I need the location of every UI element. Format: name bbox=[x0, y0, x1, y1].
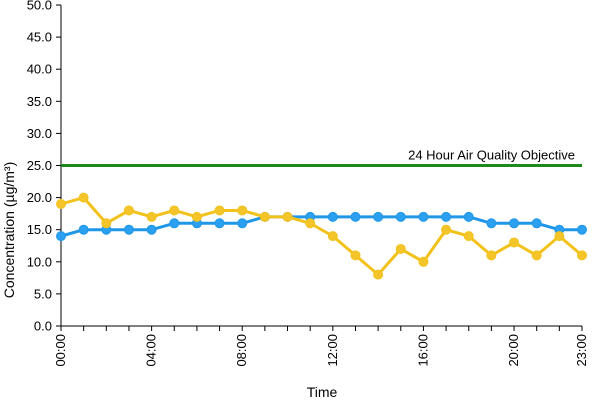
series-2-point bbox=[146, 211, 157, 222]
y-tick-label: 30.0 bbox=[27, 126, 52, 141]
y-tick-label: 0.0 bbox=[34, 319, 52, 334]
reference-line-group: 24 Hour Air Quality Objective bbox=[61, 148, 582, 167]
x-tick-label: 12:00 bbox=[325, 334, 340, 367]
series-2-point bbox=[463, 231, 474, 242]
series-2-point bbox=[214, 205, 225, 216]
series-2-point bbox=[509, 237, 520, 248]
series-2-point bbox=[191, 211, 202, 222]
series-2-point bbox=[123, 205, 134, 216]
series-2-point bbox=[101, 218, 112, 229]
series-2-point bbox=[554, 231, 565, 242]
y-axis: 0.0 5.0 10.0 15.0 20.0 25.0 30.0 35.0 40.0 45.0 50… bbox=[27, 0, 62, 334]
series-2-point bbox=[282, 211, 293, 222]
series-2-point bbox=[327, 231, 338, 242]
series-2-point bbox=[78, 192, 89, 203]
y-tick-label: 15.0 bbox=[27, 222, 52, 237]
x-tick-label: 08:00 bbox=[234, 334, 249, 367]
y-tick-label: 10.0 bbox=[27, 254, 52, 269]
series-1-point bbox=[577, 224, 587, 235]
series-1-point bbox=[123, 224, 134, 235]
series-2-point bbox=[531, 250, 542, 261]
series-2-point bbox=[259, 211, 270, 222]
x-tick-label: 16:00 bbox=[415, 334, 430, 367]
series-1-point bbox=[56, 231, 66, 242]
series-2-point bbox=[418, 256, 429, 267]
series-2-point bbox=[305, 218, 316, 229]
series-1-point bbox=[146, 224, 157, 235]
series-group bbox=[56, 192, 587, 280]
series-2 bbox=[56, 192, 587, 280]
series-2-point bbox=[577, 250, 587, 261]
y-tick-label: 50.0 bbox=[27, 0, 52, 13]
series-1 bbox=[56, 211, 587, 242]
series-1-point bbox=[441, 211, 452, 222]
x-tick-label: 20:00 bbox=[506, 334, 521, 367]
y-tick-label: 45.0 bbox=[27, 30, 52, 45]
x-tick-label: 04:00 bbox=[144, 334, 159, 367]
series-2-point bbox=[441, 224, 452, 235]
series-1-point bbox=[237, 218, 248, 229]
series-2-point bbox=[350, 250, 361, 261]
series-1-point bbox=[214, 218, 225, 229]
series-2-point bbox=[373, 269, 384, 280]
series-2-point bbox=[237, 205, 248, 216]
y-tick-label: 25.0 bbox=[27, 158, 52, 173]
series-2-point bbox=[56, 199, 66, 210]
x-tick-label: 23:00 bbox=[574, 334, 589, 367]
series-2-point bbox=[169, 205, 180, 216]
x-tick-label: 00:00 bbox=[53, 334, 68, 367]
series-2-point bbox=[395, 243, 406, 254]
series-1-point bbox=[169, 218, 180, 229]
series-1-point bbox=[463, 211, 474, 222]
series-1-point bbox=[373, 211, 384, 222]
series-2-line bbox=[59, 196, 584, 277]
y-tick-label: 35.0 bbox=[27, 94, 52, 109]
y-tick-label: 40.0 bbox=[27, 62, 52, 77]
series-1-point bbox=[486, 218, 497, 229]
y-axis-title: Concentration (µg/m³) bbox=[1, 162, 17, 298]
y-tick-label: 20.0 bbox=[27, 190, 52, 205]
series-1-point bbox=[350, 211, 361, 222]
series-1-point bbox=[509, 218, 520, 229]
series-1-point bbox=[395, 211, 406, 222]
series-1-point bbox=[327, 211, 338, 222]
y-tick-label: 5.0 bbox=[34, 286, 52, 301]
series-1-point bbox=[78, 224, 89, 235]
series-1-point bbox=[418, 211, 429, 222]
series-1-line bbox=[59, 215, 584, 238]
x-axis: 00:00 04:00 08:00 12:00 16:00 20:00 23:00 bbox=[53, 325, 589, 367]
x-axis-title: Time bbox=[307, 384, 338, 400]
series-2-point bbox=[486, 250, 497, 261]
air-quality-objective-label: 24 Hour Air Quality Objective bbox=[408, 148, 575, 163]
series-1-point bbox=[531, 218, 542, 229]
